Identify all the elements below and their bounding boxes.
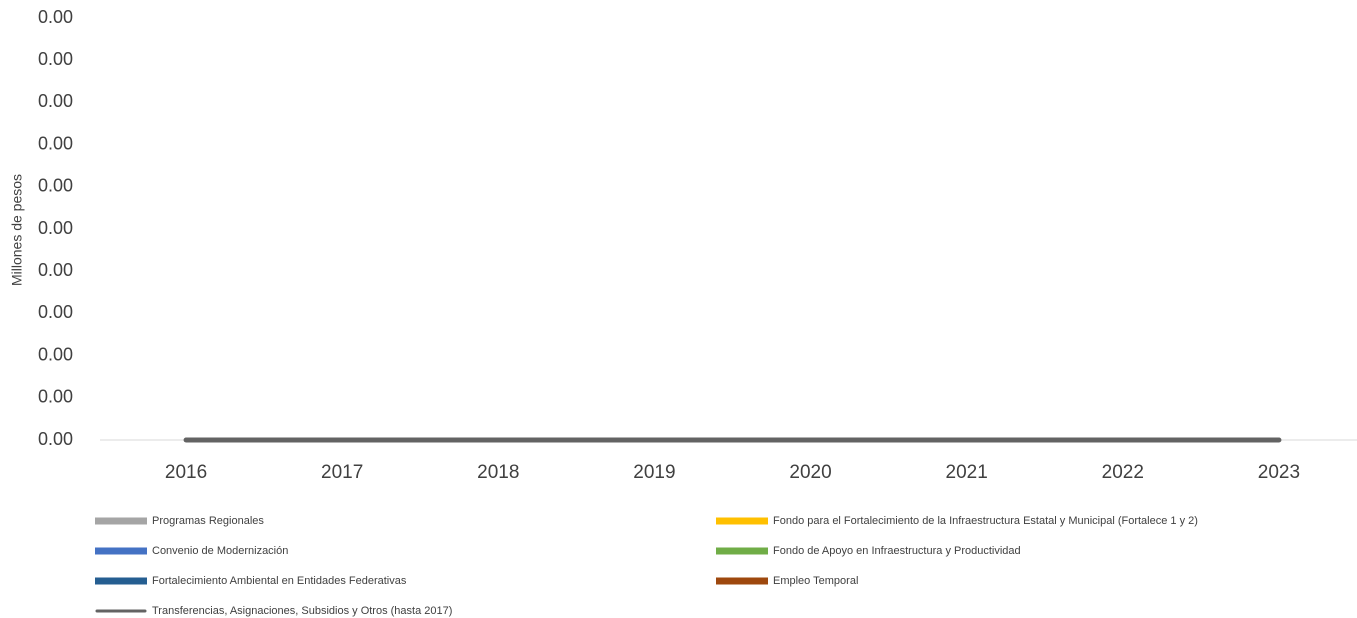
x-tick-label: 2022 [1102, 462, 1144, 483]
y-tick-label: 0.00 [38, 302, 73, 322]
y-axis-title: Millones de pesos [9, 174, 25, 286]
y-tick-label: 0.00 [38, 344, 73, 364]
x-tick-label: 2021 [946, 462, 988, 483]
x-tick-label: 2018 [477, 462, 519, 483]
x-tick-label: 2016 [165, 462, 207, 483]
legend-label: Fondo para el Fortalecimiento de la Infr… [773, 515, 1198, 527]
legend-swatch [716, 547, 768, 555]
legend-label: Empleo Temporal [773, 575, 858, 587]
y-tick-label: 0.00 [38, 7, 73, 27]
legend-label: Fortalecimiento Ambiental en Entidades F… [152, 575, 407, 587]
legend-label: Convenio de Modernización [152, 545, 288, 557]
y-tick-label: 0.00 [38, 49, 73, 69]
legend-label: Programas Regionales [152, 515, 264, 527]
legend-swatch [95, 577, 147, 585]
legend-swatch [716, 577, 768, 585]
y-tick-label: 0.00 [38, 260, 73, 280]
y-tick-label: 0.00 [38, 176, 73, 196]
x-tick-label: 2017 [321, 462, 363, 483]
y-tick-label: 0.00 [38, 133, 73, 153]
legend-swatch [95, 547, 147, 555]
legend-label: Fondo de Apoyo en Infraestructura y Prod… [773, 545, 1021, 557]
y-tick-label: 0.00 [38, 387, 73, 407]
legend-swatch [716, 517, 768, 525]
y-tick-label: 0.00 [38, 218, 73, 238]
x-tick-label: 2023 [1258, 462, 1300, 483]
x-tick-label: 2019 [633, 462, 675, 483]
y-tick-label: 0.00 [38, 91, 73, 111]
x-tick-label: 2020 [789, 462, 831, 483]
legend-swatch [95, 517, 147, 525]
y-tick-label: 0.00 [38, 429, 73, 449]
legend-label: Transferencias, Asignaciones, Subsidios … [152, 605, 452, 617]
